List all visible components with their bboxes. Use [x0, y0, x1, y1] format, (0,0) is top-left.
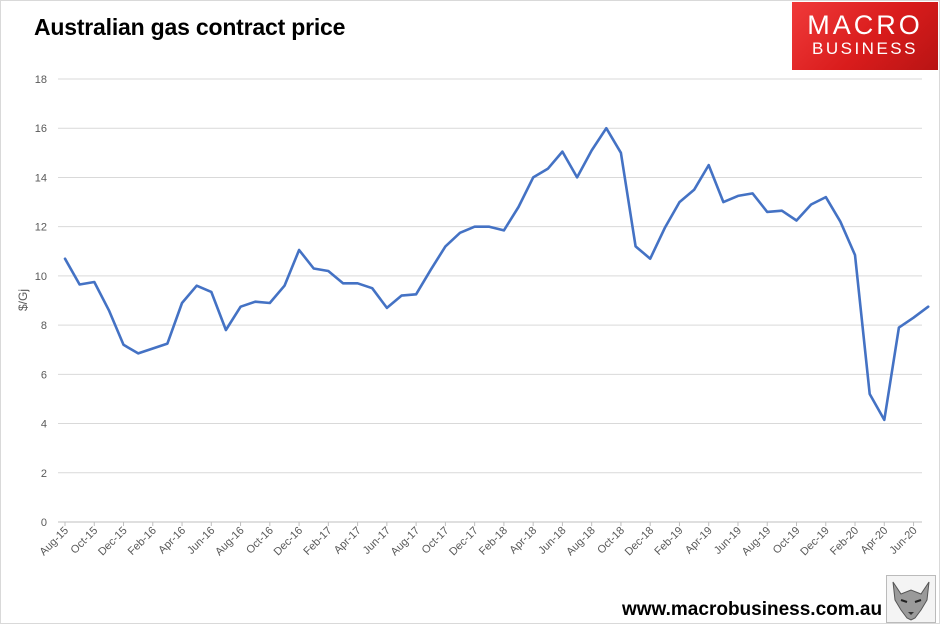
x-tick-label: Oct-19 [771, 525, 803, 557]
x-tick-label: Aug-16 [213, 525, 247, 559]
x-tick-label: Oct-16 [244, 525, 276, 557]
x-tick-label: Feb-17 [301, 525, 334, 558]
y-tick-label: 4 [41, 419, 47, 431]
x-tick-label: Dec-17 [447, 525, 481, 559]
y-tick-label: 18 [35, 74, 47, 86]
x-tick-label: Apr-20 [859, 525, 891, 557]
x-tick-label: Feb-20 [828, 525, 861, 558]
x-tick-label: Feb-19 [652, 525, 685, 558]
series-layer [63, 126, 930, 422]
y-axis-ticks: 0 2 4 6 8 10 12 14 16 18 [35, 74, 47, 529]
x-axis-ticks: Aug-15Oct-15Dec-15Feb-16Apr-16Jun-16Aug-… [38, 522, 920, 558]
x-tick-label: Jun-16 [185, 525, 217, 557]
x-tick-label: Aug-19 [740, 525, 774, 559]
x-tick-label: Jun-18 [536, 525, 568, 557]
x-tick-label: Apr-18 [507, 525, 539, 557]
x-tick-label: Oct-18 [595, 525, 627, 557]
y-tick-label: 10 [35, 271, 47, 283]
x-tick-label: Dec-16 [272, 525, 306, 559]
gridlines [58, 78, 922, 523]
x-tick-label: Feb-18 [477, 525, 510, 558]
y-tick-label: 14 [35, 172, 47, 184]
x-tick-label: Apr-16 [156, 525, 188, 557]
x-tick-label: Jun-17 [361, 525, 393, 557]
x-tick-label: Dec-19 [798, 525, 832, 559]
y-tick-label: 16 [35, 123, 47, 135]
logo-line-2: BUSINESS [812, 39, 918, 58]
x-tick-label: Aug-15 [38, 525, 72, 559]
y-tick-label: 2 [41, 468, 47, 480]
y-axis-label: $/Gj [16, 289, 30, 311]
x-tick-label: Aug-17 [389, 525, 423, 559]
x-tick-label: Dec-18 [623, 525, 657, 559]
x-tick-label: Jun-19 [712, 525, 744, 557]
x-tick-label: Aug-18 [564, 525, 598, 559]
x-tick-label: Dec-15 [96, 525, 130, 559]
x-tick-label: Jun-20 [887, 525, 919, 557]
chart-title: Australian gas contract price [34, 14, 346, 40]
x-tick-label: Apr-17 [332, 525, 364, 557]
y-tick-label: 0 [41, 517, 47, 529]
macrobusiness-logo: MACRO BUSINESS [792, 2, 938, 70]
logo-line-1: MACRO [807, 10, 923, 40]
wolf-mascot-icon [886, 575, 936, 623]
series-line-0 [63, 126, 930, 422]
x-tick-label: Apr-19 [683, 525, 715, 557]
x-tick-label: Oct-17 [420, 525, 452, 557]
y-tick-label: 8 [41, 320, 47, 332]
y-tick-label: 12 [35, 222, 47, 234]
x-tick-label: Feb-16 [126, 525, 159, 558]
y-tick-label: 6 [41, 369, 47, 381]
footer-url: www.macrobusiness.com.au [622, 599, 883, 620]
x-tick-label: Oct-15 [69, 525, 101, 557]
